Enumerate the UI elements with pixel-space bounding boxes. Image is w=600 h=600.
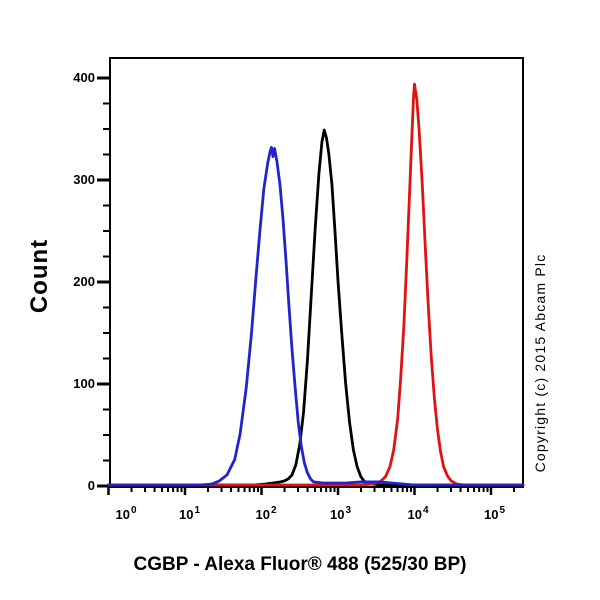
x-tick-label: 101: [178, 505, 201, 524]
x-tick-base: 10: [115, 507, 130, 522]
x-tick-base: 10: [329, 507, 345, 522]
x-tick-exponent: 1: [194, 505, 201, 516]
y-tick-label: 300: [73, 172, 95, 187]
x-tick-base: 10: [483, 507, 499, 522]
x-tick-exponent: 2: [270, 505, 277, 516]
plot-frame: [109, 57, 524, 488]
chart-title: CGBP - Alexa Fluor® 488 (525/30 BP): [133, 554, 467, 575]
x-tick-exponent: 5: [499, 505, 506, 516]
black-curve: [107, 128, 525, 487]
x-tick-label: 103: [329, 505, 352, 524]
y-tick-label: 0: [87, 478, 95, 493]
x-tick-base: 10: [407, 507, 422, 522]
y-tick-label: 100: [73, 376, 95, 391]
x-tick-exponent: 0: [130, 505, 137, 516]
copyright-note: Copyright (c) 2015 Abcam Plc: [532, 253, 548, 473]
x-tick-label: 105: [483, 505, 506, 524]
x-tick-label: 104: [407, 505, 429, 524]
y-axis-title: Count: [26, 238, 53, 314]
x-tick-exponent: 3: [345, 505, 352, 516]
x-tick-label: 100: [115, 505, 137, 524]
red-curve: [107, 82, 525, 487]
x-tick-base: 10: [178, 507, 194, 522]
x-tick-exponent: 4: [422, 505, 429, 516]
y-tick-label: 200: [73, 274, 95, 289]
x-tick-label: 102: [255, 505, 277, 524]
y-tick-label: 400: [73, 70, 95, 85]
x-tick-base: 10: [255, 507, 270, 522]
blue-curve: [107, 145, 525, 487]
